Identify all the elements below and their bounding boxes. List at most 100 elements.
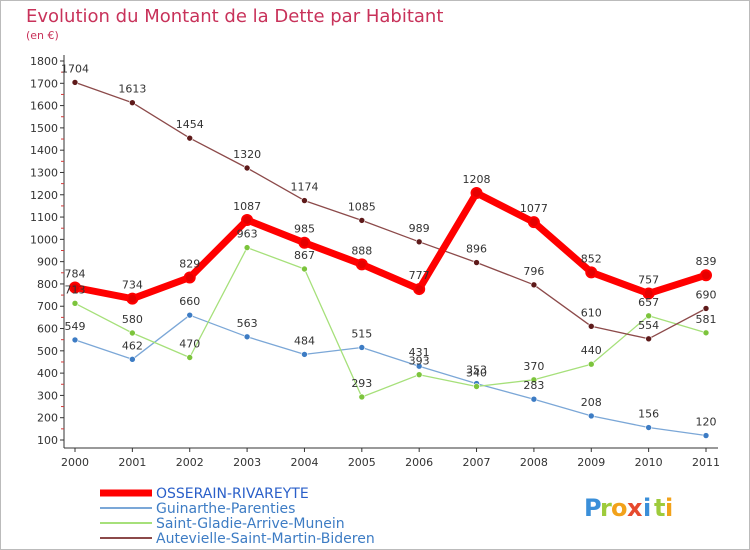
- data-point: [355, 258, 368, 271]
- data-label: 1613: [118, 83, 146, 96]
- y-tick-label: 1500: [30, 122, 58, 135]
- data-label: 370: [523, 360, 544, 373]
- data-point: [71, 300, 79, 307]
- data-point: [298, 236, 311, 249]
- data-label: 1454: [176, 118, 204, 131]
- series-3: [71, 79, 710, 343]
- x-tick-label: 2002: [176, 456, 204, 469]
- data-label: 734: [122, 279, 143, 292]
- data-label: 563: [237, 317, 258, 330]
- data-point: [301, 197, 308, 204]
- data-point: [243, 244, 251, 251]
- chart-title: Evolution du Montant de la Dette par Hab…: [26, 6, 443, 27]
- data-label: 852: [581, 252, 602, 265]
- series-2: [71, 244, 710, 401]
- x-tick-label: 2004: [290, 456, 318, 469]
- data-point: [186, 354, 194, 361]
- legend-label: Autevielle-Saint-Martin-Bideren: [156, 531, 375, 547]
- y-tick-label: 1100: [30, 211, 58, 224]
- series-line: [74, 246, 707, 398]
- data-label: 1087: [233, 200, 261, 213]
- data-label: 484: [294, 334, 315, 347]
- x-tick-label: 2000: [61, 456, 89, 469]
- data-label: 393: [409, 355, 430, 368]
- logo-letter: x: [627, 494, 643, 522]
- y-tick-label: 900: [37, 256, 58, 269]
- data-point: [642, 287, 655, 300]
- data-point: [473, 383, 480, 390]
- y-tick-label: 400: [37, 367, 58, 380]
- data-label: 713: [65, 283, 86, 296]
- y-tick-label: 100: [37, 434, 58, 447]
- data-label: 340: [466, 366, 487, 379]
- data-label: 1208: [463, 173, 491, 186]
- data-point: [69, 281, 81, 294]
- data-point: [645, 335, 652, 343]
- logo-letter: t: [654, 494, 665, 522]
- data-label: 1704: [61, 62, 89, 75]
- data-point: [470, 186, 483, 199]
- data-label: 1320: [233, 148, 261, 161]
- y-tick-label: 600: [37, 323, 58, 336]
- data-point: [129, 355, 136, 363]
- legend-label: Saint-Gladie-Arrive-Munein: [156, 516, 345, 532]
- data-label: 989: [409, 222, 430, 235]
- data-label: 462: [122, 339, 143, 352]
- y-tick-label: 1400: [30, 144, 58, 157]
- data-point: [702, 305, 710, 312]
- x-tick-label: 2008: [520, 456, 548, 469]
- logo-letter: r: [600, 494, 612, 522]
- chart-subtitle: (en €): [26, 29, 59, 42]
- y-tick-label: 1000: [30, 233, 58, 246]
- data-label: 757: [638, 274, 659, 287]
- series-1: [71, 311, 710, 439]
- data-label: 888: [351, 244, 372, 257]
- x-tick-label: 2001: [118, 456, 146, 469]
- series-layer: [69, 79, 712, 439]
- data-label: 440: [581, 344, 602, 357]
- y-tick-label: 1600: [30, 100, 58, 113]
- data-point: [183, 271, 196, 284]
- y-tick-label: 500: [37, 345, 58, 358]
- data-point: [301, 265, 308, 273]
- data-label: 829: [179, 257, 200, 270]
- data-point: [702, 432, 710, 439]
- data-point: [473, 259, 480, 266]
- data-point: [587, 322, 595, 330]
- data-label: 554: [638, 319, 659, 332]
- data-label: 963: [237, 228, 258, 241]
- series-line: [74, 81, 707, 340]
- logo-letter: i: [665, 494, 673, 522]
- y-tick-label: 1800: [30, 55, 58, 68]
- x-tick-label: 2010: [635, 456, 663, 469]
- data-point: [129, 99, 136, 106]
- data-point: [243, 164, 251, 172]
- y-tick-label: 700: [37, 300, 58, 313]
- x-tick-label: 2005: [348, 456, 376, 469]
- data-label: 1085: [348, 200, 376, 213]
- data-label: 690: [696, 288, 717, 301]
- data-point: [126, 292, 139, 305]
- data-label: 777: [409, 269, 430, 282]
- data-label: 515: [351, 327, 372, 340]
- y-tick-label: 300: [37, 389, 58, 402]
- data-point: [702, 329, 710, 337]
- data-label: 784: [65, 268, 86, 281]
- data-point: [358, 344, 366, 351]
- y-tick-label: 1700: [30, 77, 58, 90]
- data-label: 120: [696, 416, 717, 429]
- x-tick-label: 2011: [692, 456, 720, 469]
- data-point: [243, 333, 251, 341]
- data-label: 353: [466, 364, 487, 377]
- data-label: 1174: [290, 181, 318, 194]
- legend-label: OSSERAIN-RIVAREYTE: [156, 486, 309, 502]
- logo-letter: o: [611, 494, 628, 522]
- x-tick-label: 2003: [233, 456, 261, 469]
- logo-letter: i: [643, 494, 651, 522]
- proxiti-logo: Pr o x i t i: [584, 494, 673, 522]
- y-tick-label: 200: [37, 412, 58, 425]
- data-point: [587, 412, 595, 420]
- data-point: [358, 393, 366, 401]
